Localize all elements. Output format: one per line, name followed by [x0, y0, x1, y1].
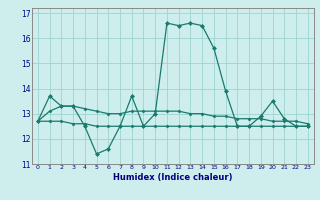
- X-axis label: Humidex (Indice chaleur): Humidex (Indice chaleur): [113, 173, 233, 182]
